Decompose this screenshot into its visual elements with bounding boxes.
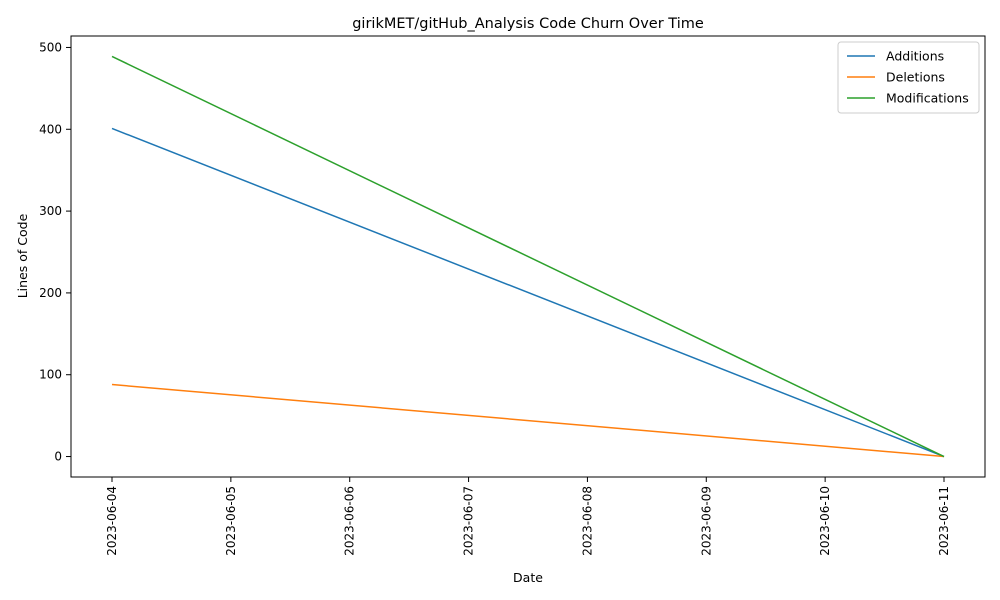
y-tick-label: 200 — [39, 286, 62, 300]
legend: Additions Deletions Modifications — [837, 41, 980, 114]
y-axis-ticks: 0 100 200 300 400 500 — [39, 40, 71, 464]
y-axis-label: Lines of Code — [15, 213, 30, 298]
legend-label-modifications: Modifications — [886, 91, 969, 106]
y-tick-label: 0 — [54, 450, 62, 464]
series-lines — [111, 55, 945, 458]
legend-label-deletions: Deletions — [886, 70, 945, 85]
x-tick-label: 2023-06-06 — [343, 486, 357, 556]
chart-title: girikMET/gitHub_Analysis Code Churn Over… — [352, 16, 704, 32]
legend-box — [837, 41, 980, 114]
x-tick-label: 2023-06-04 — [105, 486, 119, 556]
x-tick-label: 2023-06-09 — [699, 486, 713, 556]
legend-label-additions: Additions — [886, 49, 944, 64]
x-tick-label: 2023-06-08 — [580, 486, 594, 556]
plot-frame — [70, 35, 986, 478]
x-tick-label: 2023-06-07 — [462, 486, 476, 556]
x-tick-label: 2023-06-05 — [224, 486, 238, 556]
x-axis-label: Date — [513, 570, 543, 585]
x-tick-label: 2023-06-10 — [818, 486, 832, 556]
y-tick-label: 100 — [39, 368, 62, 382]
x-tick-label: 2023-06-11 — [937, 486, 951, 556]
x-axis-ticks: 2023-06-04 2023-06-05 2023-06-06 2023-06-07… — [105, 477, 951, 556]
y-tick-label: 400 — [39, 122, 62, 136]
y-tick-label: 500 — [39, 40, 62, 54]
series-line-deletions — [111, 383, 945, 458]
y-tick-label: 300 — [39, 204, 62, 218]
series-line-additions — [111, 127, 945, 458]
series-line-modifications — [111, 55, 945, 458]
